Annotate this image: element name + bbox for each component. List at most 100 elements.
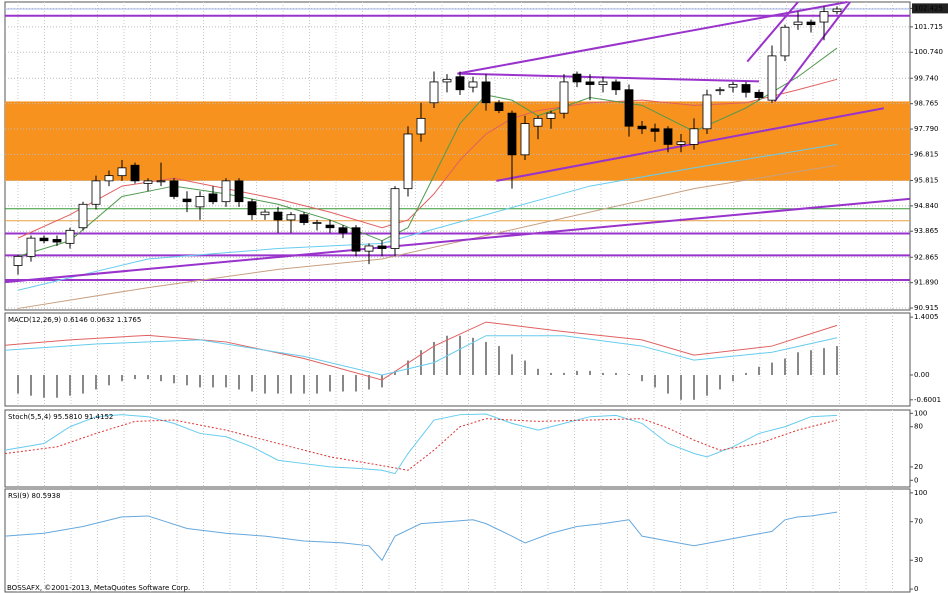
histogram-bar bbox=[30, 375, 32, 396]
candle-body bbox=[637, 125, 647, 130]
panel-frame bbox=[4, 312, 911, 407]
candle-body bbox=[221, 180, 231, 203]
candle-body bbox=[455, 76, 465, 91]
histogram-bar bbox=[524, 360, 526, 375]
candle-body bbox=[312, 222, 322, 224]
indicator-line bbox=[17, 47, 838, 257]
candle-body bbox=[195, 196, 205, 208]
candle-body bbox=[156, 180, 166, 183]
histogram-bar bbox=[186, 375, 188, 386]
trend-line bbox=[457, 72, 760, 83]
histogram-bar bbox=[680, 375, 682, 400]
candle-body bbox=[299, 214, 309, 223]
histogram-bar bbox=[316, 375, 318, 394]
indicator-title: Stoch(5,5,4) 95.5810 91.4152 bbox=[8, 413, 113, 421]
histogram-bar bbox=[758, 366, 760, 375]
histogram-bar bbox=[381, 375, 383, 388]
histogram-bar bbox=[355, 375, 357, 392]
histogram-bar bbox=[498, 346, 500, 375]
histogram-bar bbox=[303, 375, 305, 394]
candle-body bbox=[650, 128, 660, 132]
y-tick-label: 96.815 bbox=[914, 150, 939, 158]
candle-body bbox=[117, 167, 127, 177]
candle-body bbox=[832, 8, 842, 13]
y-tick-label: 92.865 bbox=[914, 253, 939, 261]
histogram-bar bbox=[121, 375, 123, 382]
histogram-bar bbox=[693, 375, 695, 400]
candle-body bbox=[52, 239, 62, 243]
candle-body bbox=[624, 89, 634, 127]
y-tick-label: 101.715 bbox=[914, 23, 943, 31]
trend-line bbox=[4, 197, 910, 284]
histogram-bar bbox=[264, 375, 266, 394]
candle-body bbox=[325, 224, 335, 229]
candle-body bbox=[403, 133, 413, 190]
y-tick-label: 1.4005 bbox=[914, 313, 939, 321]
y-tick-label: 20 bbox=[914, 463, 923, 471]
y-tick-label: 70 bbox=[914, 518, 923, 526]
indicator-line bbox=[4, 511, 838, 562]
candle-body bbox=[143, 180, 153, 184]
histogram-bar bbox=[654, 375, 656, 388]
histogram-bar bbox=[95, 375, 97, 390]
candle-body bbox=[689, 128, 699, 145]
indicator-line bbox=[4, 418, 838, 471]
y-tick-label: 30 bbox=[914, 556, 923, 564]
histogram-bar bbox=[407, 360, 409, 375]
histogram-bar bbox=[576, 370, 578, 375]
trend-line bbox=[773, 1, 851, 103]
candle-body bbox=[338, 227, 348, 234]
histogram-bar bbox=[836, 346, 838, 375]
histogram-bar bbox=[43, 375, 45, 398]
y-tick-label: 80 bbox=[914, 423, 923, 431]
y-tick-label: 94.840 bbox=[914, 202, 939, 210]
histogram-bar bbox=[537, 368, 539, 375]
candle-body bbox=[741, 84, 751, 93]
histogram-bar bbox=[329, 375, 331, 392]
indicator-title: MACD(12,26,9) 0.6146 0.0632 1.1765 bbox=[8, 316, 141, 324]
candle-body bbox=[702, 94, 712, 130]
panel-frame bbox=[4, 488, 911, 593]
y-tick-label: -0.6001 bbox=[914, 396, 941, 404]
histogram-bar bbox=[797, 352, 799, 375]
candle-body bbox=[507, 112, 517, 156]
candle-body bbox=[611, 81, 621, 91]
histogram-bar bbox=[641, 375, 643, 382]
candle-body bbox=[416, 117, 426, 135]
indicator-title: RSI(9) 80.5938 bbox=[8, 492, 60, 500]
indicator-line bbox=[17, 78, 838, 239]
candle-body bbox=[481, 81, 491, 104]
zone bbox=[5, 101, 910, 181]
candle-body bbox=[104, 175, 114, 182]
candle-body bbox=[546, 112, 556, 119]
candle-body bbox=[390, 188, 400, 249]
candle-body bbox=[520, 123, 530, 156]
candle-body bbox=[182, 198, 192, 203]
footer: BOSSAFX, ©2001-2013, MetaQuotes Software… bbox=[7, 584, 190, 592]
histogram-bar bbox=[667, 375, 669, 394]
histogram-bar bbox=[134, 375, 136, 380]
y-tick-label: 97.790 bbox=[914, 125, 939, 133]
histogram-bar bbox=[108, 375, 110, 386]
histogram-bar bbox=[550, 372, 552, 375]
histogram-bar bbox=[628, 374, 630, 375]
histogram-bar bbox=[251, 375, 253, 392]
histogram-bar bbox=[290, 375, 292, 394]
candle-body bbox=[728, 84, 738, 88]
candle-body bbox=[819, 11, 829, 23]
indicator-line bbox=[4, 321, 838, 381]
candle-body bbox=[234, 180, 244, 203]
indicator-line bbox=[17, 143, 838, 291]
histogram-bar bbox=[368, 375, 370, 390]
price-badge bbox=[912, 3, 948, 14]
y-tick-label: 0 bbox=[914, 476, 918, 484]
candle-body bbox=[39, 237, 49, 242]
candle-body bbox=[572, 73, 582, 83]
candle-body bbox=[468, 81, 478, 88]
candle-body bbox=[78, 203, 88, 229]
histogram-bar bbox=[17, 375, 19, 394]
y-tick-label: 0.00 bbox=[914, 371, 930, 379]
candle-body bbox=[273, 211, 283, 221]
